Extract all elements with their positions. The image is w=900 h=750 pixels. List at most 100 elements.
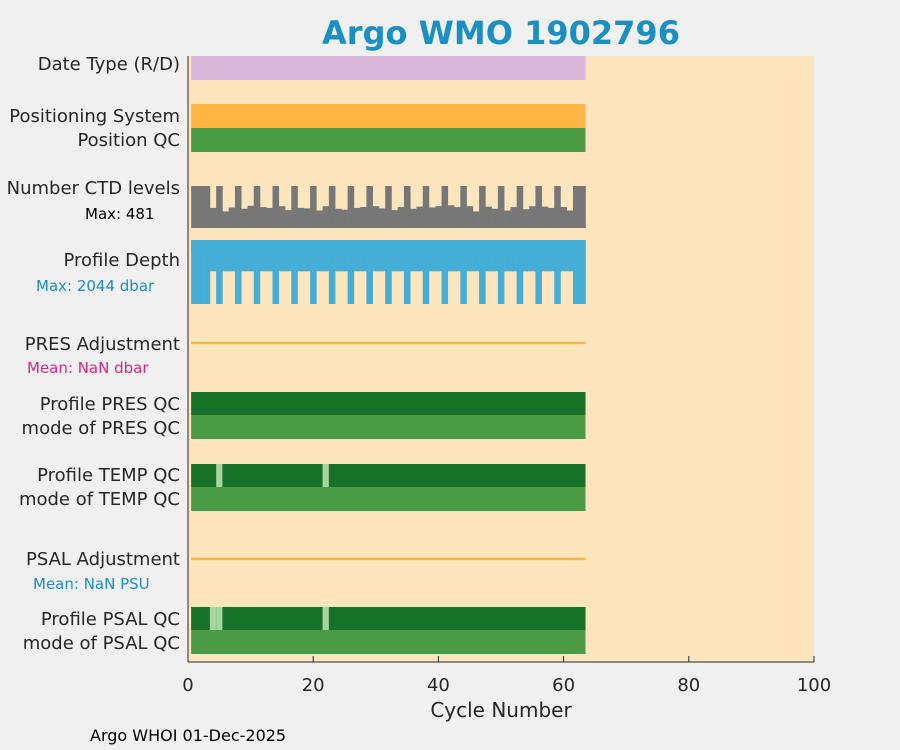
ctd-levels-bar: [203, 186, 211, 228]
ctd-levels-bar: [529, 206, 536, 228]
profile-depth-bar: [460, 240, 467, 304]
ctd-levels-bar: [541, 206, 549, 228]
ctd-levels-bar: [234, 186, 242, 228]
profile-depth-bar: [541, 240, 549, 272]
plot-background: [188, 56, 814, 662]
profile-depth-bar: [209, 240, 217, 272]
date-type-bar: [191, 56, 586, 80]
profile-depth-bar: [253, 240, 261, 304]
x-tick-label: 20: [302, 675, 325, 696]
profile-depth-bar: [272, 240, 280, 304]
ctd-levels-bar: [360, 207, 367, 228]
pres-mean-annotation: Mean: NaN dbar: [27, 359, 149, 377]
ctd-levels-bar: [197, 186, 204, 228]
profile-depth-bar: [547, 240, 555, 272]
ctd-levels-bar: [353, 207, 361, 228]
profile-depth-bar: [441, 240, 449, 304]
profile-depth-bar: [222, 240, 229, 272]
profile-depth-bar: [572, 240, 580, 304]
ctd-levels-bar: [460, 186, 467, 228]
ctd-levels-bar: [385, 186, 392, 228]
ctd-levels-bar: [572, 186, 580, 228]
ctd-levels-bar: [579, 186, 586, 228]
profile-depth-bar: [228, 240, 236, 272]
ctd-levels-bar: [504, 210, 511, 228]
ctd-levels-bar: [341, 209, 348, 228]
ctd-levels-bar: [547, 207, 555, 228]
ctd-levels-bar: [466, 206, 474, 228]
temp-qc-mode-bar: [191, 487, 586, 511]
ctd-levels-bar: [497, 186, 505, 228]
ctd-levels-bar: [303, 208, 311, 228]
ctd-levels-bar: [378, 208, 386, 228]
ctd-levels-bar: [297, 207, 305, 228]
profile-depth-bar: [529, 240, 536, 272]
profile-depth-bar: [322, 240, 330, 272]
profile-depth-cap: [191, 240, 586, 254]
profile-depth-bar: [454, 240, 461, 272]
profile-depth-bar: [510, 240, 517, 272]
ctd-levels-bar: [278, 206, 286, 228]
positioning-bar: [191, 104, 586, 128]
ctd-levels-bar: [472, 211, 480, 228]
profile-depth-bar: [341, 240, 348, 272]
ctd-levels-bar: [222, 211, 229, 228]
ctd-levels-bar: [422, 186, 430, 228]
ctd-levels-bar: [209, 207, 217, 228]
x-tick-label: 80: [677, 675, 700, 696]
profile-pres-qc-bar: [191, 392, 586, 415]
profile-depth-bar: [360, 240, 367, 272]
profile-depth-bar: [203, 240, 211, 304]
depth-max-annotation: Max: 2044 dbar: [36, 277, 155, 295]
row-label-pres-adj: PRES Adjustment: [25, 334, 180, 355]
row-label-date-type: Date Type (R/D): [38, 54, 180, 75]
ctd-levels-bar: [397, 207, 405, 228]
profile-depth-bar: [297, 240, 305, 272]
ctd-levels-bar: [335, 208, 342, 228]
profile-depth-bar: [391, 240, 399, 272]
footer-credit: Argo WHOI 01-Dec-2025: [90, 726, 286, 745]
profile-depth-bar: [560, 240, 568, 272]
ctd-levels-bar: [322, 206, 330, 228]
profile-depth-bar: [278, 240, 286, 272]
profile-depth-bar: [316, 240, 323, 272]
row-label-pres-mode: mode of PRES QC: [22, 418, 180, 439]
ctd-levels-bar: [241, 208, 248, 228]
profile-depth-bar: [485, 240, 492, 272]
profile-depth-bar: [491, 240, 499, 272]
profile-depth-bar: [422, 240, 430, 304]
ctd-levels-bar: [366, 186, 373, 228]
ctd-levels-bar: [285, 210, 292, 228]
profile-depth-bar: [429, 240, 436, 272]
ctd-levels-bar: [247, 205, 255, 228]
profile-depth-bar: [397, 240, 405, 272]
profile-temp-qc-bar: [191, 464, 586, 487]
profile-depth-bar: [310, 240, 317, 304]
profile-depth-bar: [191, 240, 198, 304]
ctd-levels-bar: [560, 207, 568, 228]
row-label-position-qc: Position QC: [77, 130, 180, 151]
profile-depth-bar: [579, 240, 586, 304]
ctd-levels-bar: [435, 206, 442, 228]
profile-depth-bar: [403, 240, 411, 304]
profile-depth-bar: [347, 240, 355, 304]
row-label-ctd: Number CTD levels: [7, 178, 180, 199]
profile-depth-bar: [247, 240, 255, 272]
row-label-temp-mode: mode of TEMP QC: [19, 489, 180, 510]
chart-title: Argo WMO 1902796: [322, 14, 680, 52]
profile-depth-bar: [328, 240, 336, 304]
ctd-max-annotation: Max: 481: [85, 205, 154, 223]
ctd-levels-bar: [291, 186, 298, 228]
x-tick-label: 100: [797, 675, 831, 696]
data-marks: [191, 56, 586, 654]
row-label-positioning: Positioning System: [9, 106, 180, 127]
x-tick-label: 0: [182, 675, 193, 696]
pres-qc-mode-bar: [191, 415, 586, 439]
row-label-depth: Profile Depth: [63, 250, 180, 271]
position-qc-bar: [191, 128, 586, 152]
ctd-levels-bar: [522, 209, 530, 228]
row-label-psal-qc: Profile PSAL QC: [41, 609, 180, 630]
temp-qc-flag-mark: [322, 464, 329, 487]
ctd-levels-bar: [272, 186, 280, 228]
